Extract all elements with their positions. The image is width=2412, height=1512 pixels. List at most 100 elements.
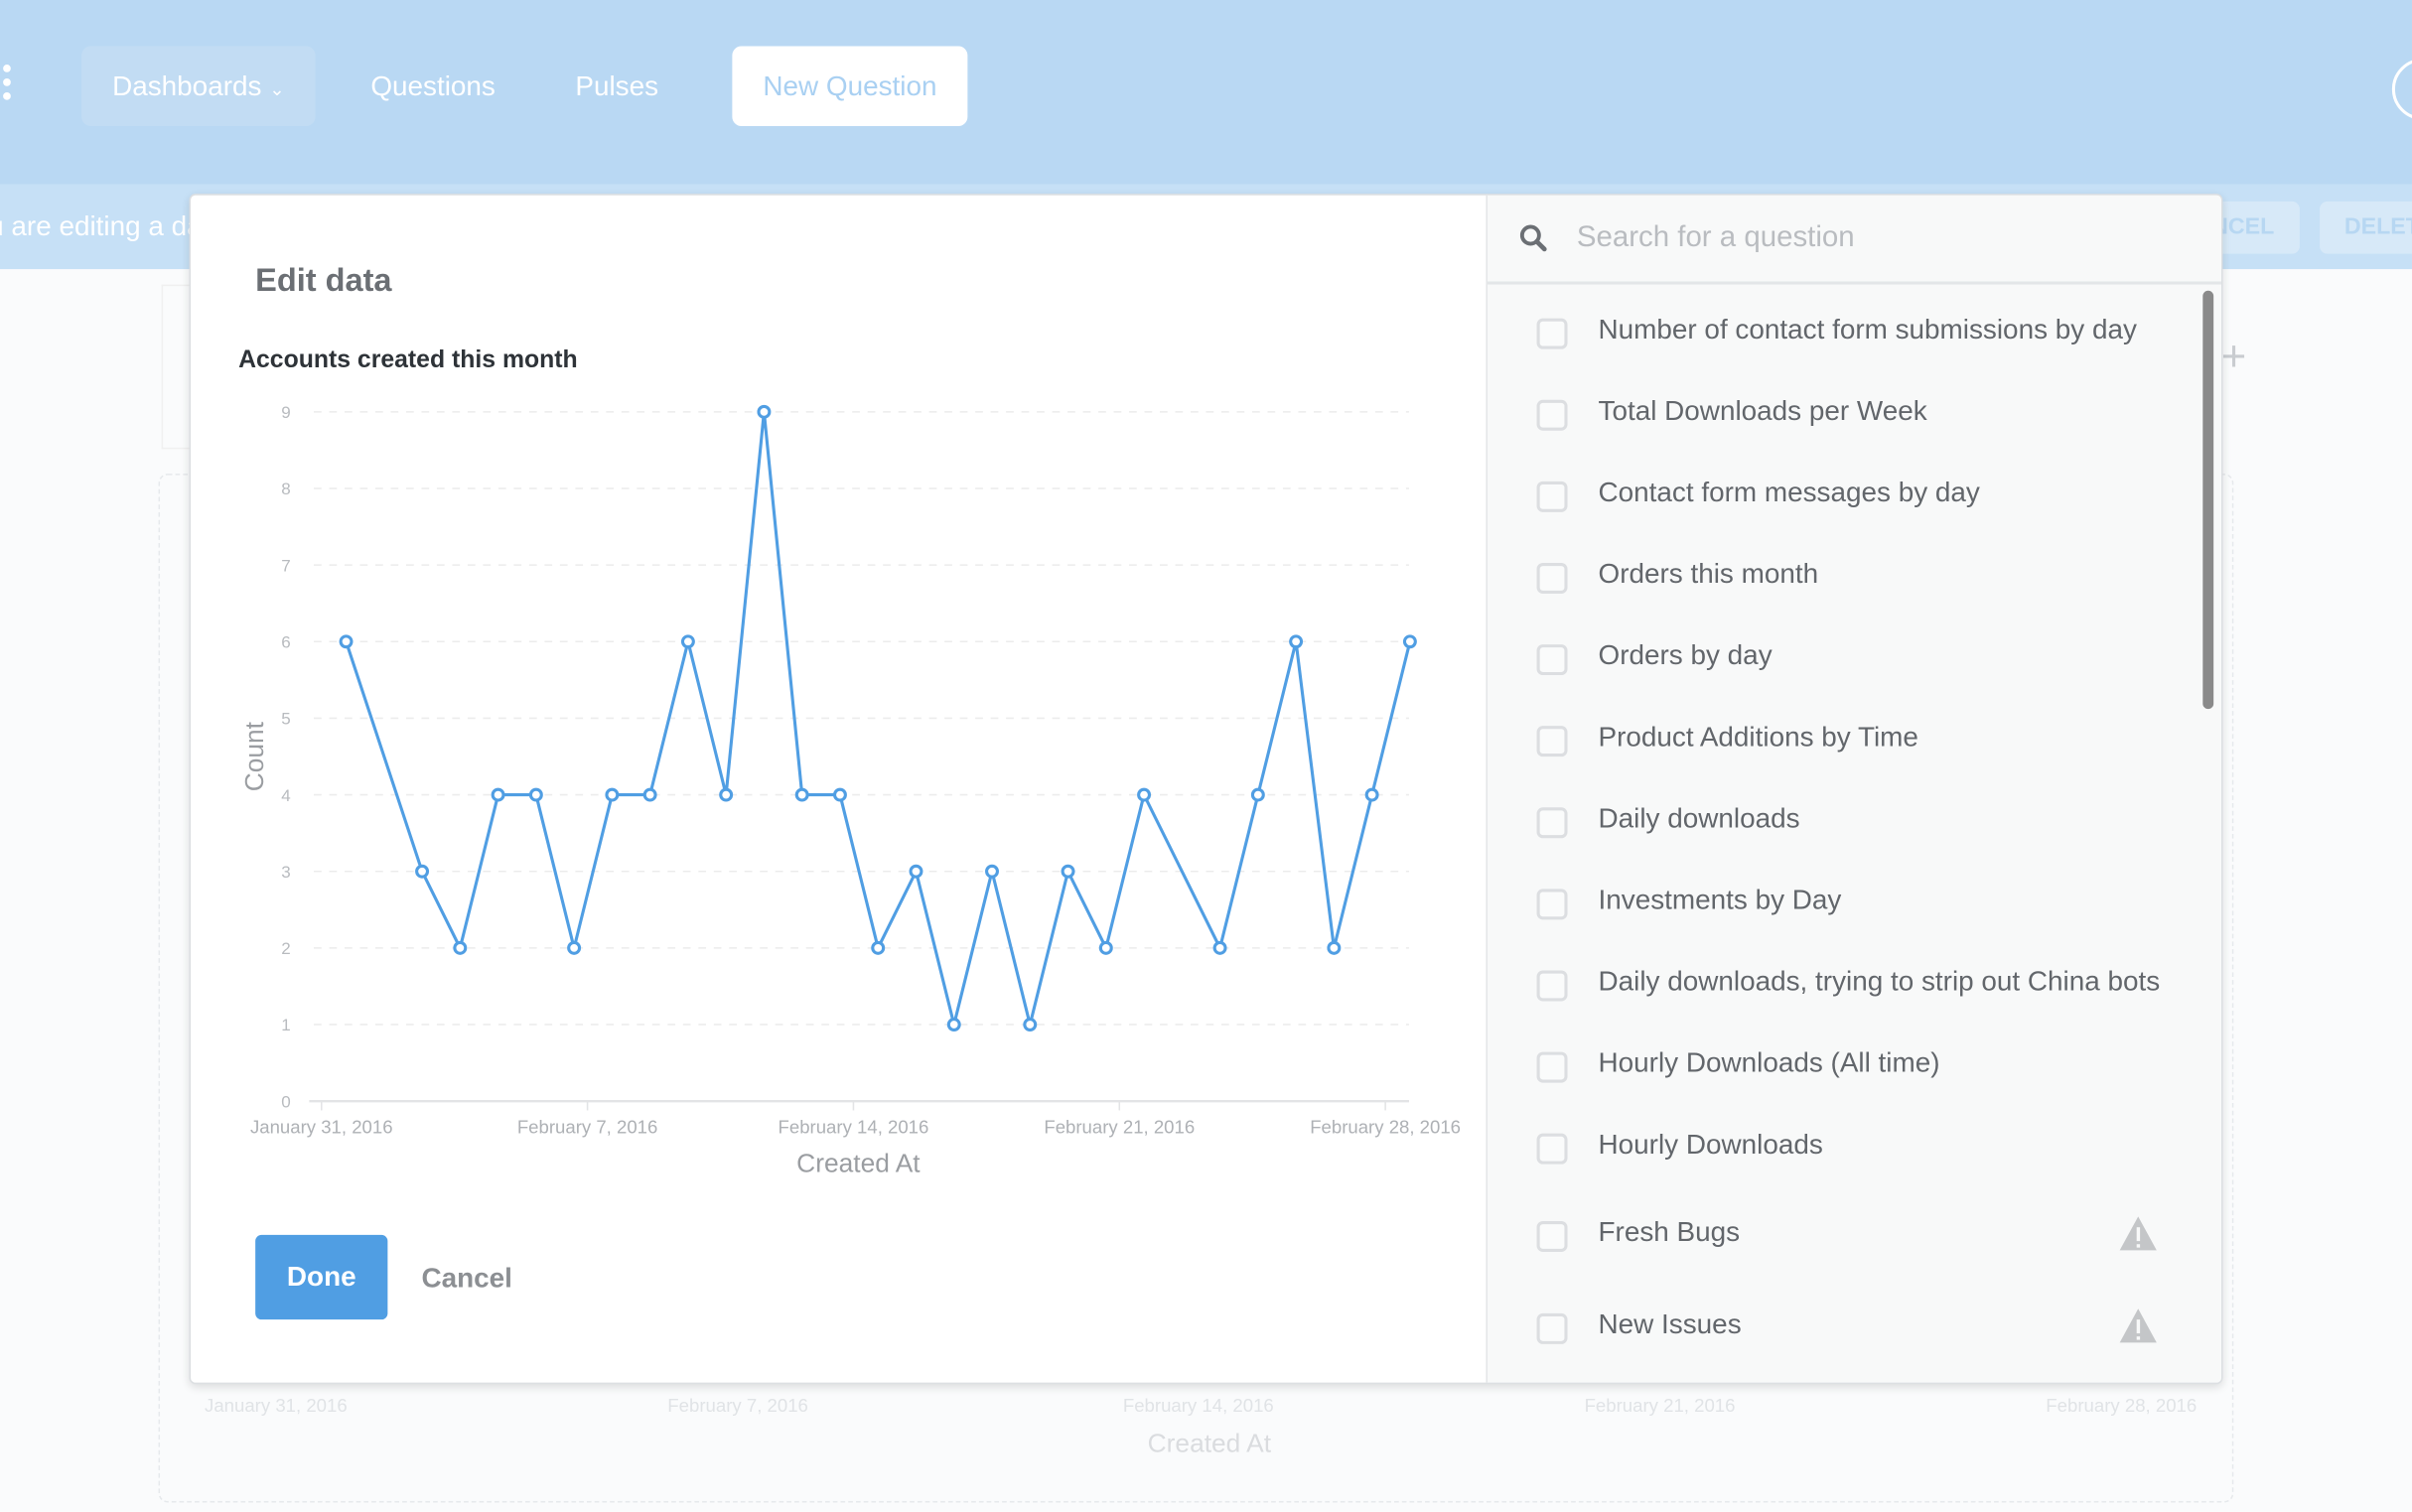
question-label: Number of contact form submissions by da… <box>1598 314 2137 344</box>
data-point <box>680 634 695 649</box>
checkbox[interactable] <box>1536 1133 1568 1165</box>
bg-x-tick: February 14, 2016 <box>1122 1395 1274 1417</box>
y-tick-label: 0 <box>281 1092 290 1111</box>
question-label: Hourly Downloads <box>1598 1129 1823 1161</box>
question-item[interactable]: Orders by day <box>1536 638 2168 684</box>
x-tick-label: February 28, 2016 <box>1310 1117 1461 1138</box>
question-label: Product Additions by Time <box>1598 721 1918 753</box>
data-point <box>1327 940 1342 955</box>
question-label: Daily downloads, trying to strip out Chi… <box>1598 965 2161 997</box>
checkbox[interactable] <box>1536 726 1568 757</box>
data-point <box>1289 634 1304 649</box>
warning-icon <box>2119 1216 2157 1251</box>
filter-card <box>161 284 195 450</box>
question-label: Orders this month <box>1598 558 1819 590</box>
cancel-button[interactable]: Cancel <box>421 1262 512 1294</box>
y-tick-label: 1 <box>281 1016 290 1034</box>
nav-pulses[interactable]: Pulses <box>575 70 659 102</box>
question-item[interactable]: Fresh Bugs <box>1536 1215 2168 1261</box>
search-input[interactable]: Search for a question <box>1576 221 1855 254</box>
y-tick-label: 3 <box>281 863 290 882</box>
question-label: Daily downloads <box>1598 802 1800 834</box>
data-point <box>453 940 468 955</box>
done-button[interactable]: Done <box>255 1234 388 1320</box>
line-chart: 0 1 2 3 4 5 6 7 8 9 January 31, 2016 February 7, 20… <box>239 403 1461 1177</box>
nav-dashboards-label: Dashboards <box>112 70 262 102</box>
x-tick-label: February 14, 2016 <box>779 1117 929 1138</box>
x-tick-label: February 21, 2016 <box>1044 1117 1195 1138</box>
checkbox[interactable] <box>1536 562 1568 594</box>
checkbox[interactable] <box>1536 970 1568 1002</box>
data-point <box>1364 787 1379 802</box>
x-axis-label: Created At <box>796 1148 921 1177</box>
bg-x-tick: January 31, 2016 <box>205 1395 348 1417</box>
data-point <box>528 787 543 802</box>
search-icon <box>1519 224 1547 252</box>
checkbox[interactable] <box>1536 644 1568 676</box>
bg-x-tick: February 28, 2016 <box>2046 1395 2198 1417</box>
data-point <box>642 787 657 802</box>
checkbox[interactable] <box>1536 399 1568 431</box>
data-point <box>415 864 430 879</box>
y-axis-label: Count <box>239 721 269 791</box>
nav-questions[interactable]: Questions <box>370 70 496 102</box>
question-item[interactable]: Contact form messages by day <box>1536 476 2168 521</box>
warning-icon <box>2119 1308 2157 1343</box>
question-label: Orders by day <box>1598 639 1773 671</box>
bg-x-tick: February 7, 2016 <box>667 1395 808 1417</box>
checkbox[interactable] <box>1536 1220 1568 1252</box>
chevron-down-icon: ⌄ <box>269 78 285 100</box>
question-item[interactable]: Investments by Day <box>1536 883 2168 928</box>
menu-dots-icon[interactable] <box>3 65 11 106</box>
question-item[interactable]: Product Additions by Time <box>1536 720 2168 765</box>
nav-dashboards[interactable]: Dashboards ⌄ <box>81 46 316 127</box>
data-point <box>1023 1018 1038 1031</box>
y-tick-label: 9 <box>281 403 290 422</box>
question-item[interactable]: Hourly Downloads <box>1536 1127 2168 1172</box>
add-icon[interactable]: + <box>2220 332 2247 380</box>
question-item[interactable]: Hourly Downloads (All time) <box>1536 1045 2168 1091</box>
data-point <box>1061 864 1075 879</box>
question-item[interactable]: New Issues <box>1536 1307 2168 1353</box>
bg-x-tick: February 21, 2016 <box>1584 1395 1736 1417</box>
delete-button[interactable]: DELETE <box>2320 201 2412 254</box>
data-point <box>567 940 582 955</box>
question-label: Contact form messages by day <box>1598 477 1980 508</box>
modal-title: Edit data <box>255 262 392 299</box>
data-point <box>794 787 809 802</box>
question-label: Fresh Bugs <box>1598 1216 1741 1248</box>
question-picker: Search for a question Number of contact … <box>1486 195 2221 1383</box>
data-point <box>757 404 772 419</box>
data-point <box>1098 940 1113 955</box>
question-item[interactable]: Total Downloads per Week <box>1536 394 2168 440</box>
data-point <box>985 864 999 879</box>
data-point <box>909 864 923 879</box>
search-bar[interactable]: Search for a question <box>1487 196 2221 285</box>
question-label: New Issues <box>1598 1308 1742 1340</box>
checkbox[interactable] <box>1536 807 1568 839</box>
question-item[interactable]: Orders this month <box>1536 557 2168 603</box>
y-tick-label: 7 <box>281 556 290 575</box>
checkbox[interactable] <box>1536 889 1568 920</box>
y-tick-label: 6 <box>281 632 290 651</box>
question-item[interactable]: Daily downloads, trying to strip out Chi… <box>1536 964 2168 1010</box>
avatar[interactable] <box>2391 58 2412 120</box>
data-point <box>1212 940 1227 955</box>
checkbox[interactable] <box>1536 1312 1568 1344</box>
scrollbar[interactable] <box>2202 290 2214 710</box>
data-point <box>1250 787 1265 802</box>
question-item[interactable]: Daily downloads <box>1536 801 2168 847</box>
new-question-button[interactable]: New Question <box>732 46 968 127</box>
data-point <box>339 634 354 649</box>
checkbox[interactable] <box>1536 318 1568 349</box>
y-tick-label: 4 <box>281 786 290 805</box>
y-tick-label: 5 <box>281 710 290 729</box>
checkbox[interactable] <box>1536 1051 1568 1083</box>
question-label: Investments by Day <box>1598 884 1842 915</box>
data-point <box>871 940 886 955</box>
x-tick-label: January 31, 2016 <box>250 1117 393 1138</box>
question-item[interactable]: Number of contact form submissions by da… <box>1536 312 2168 357</box>
chart-title: Accounts created this month <box>238 347 578 374</box>
checkbox[interactable] <box>1536 481 1568 512</box>
